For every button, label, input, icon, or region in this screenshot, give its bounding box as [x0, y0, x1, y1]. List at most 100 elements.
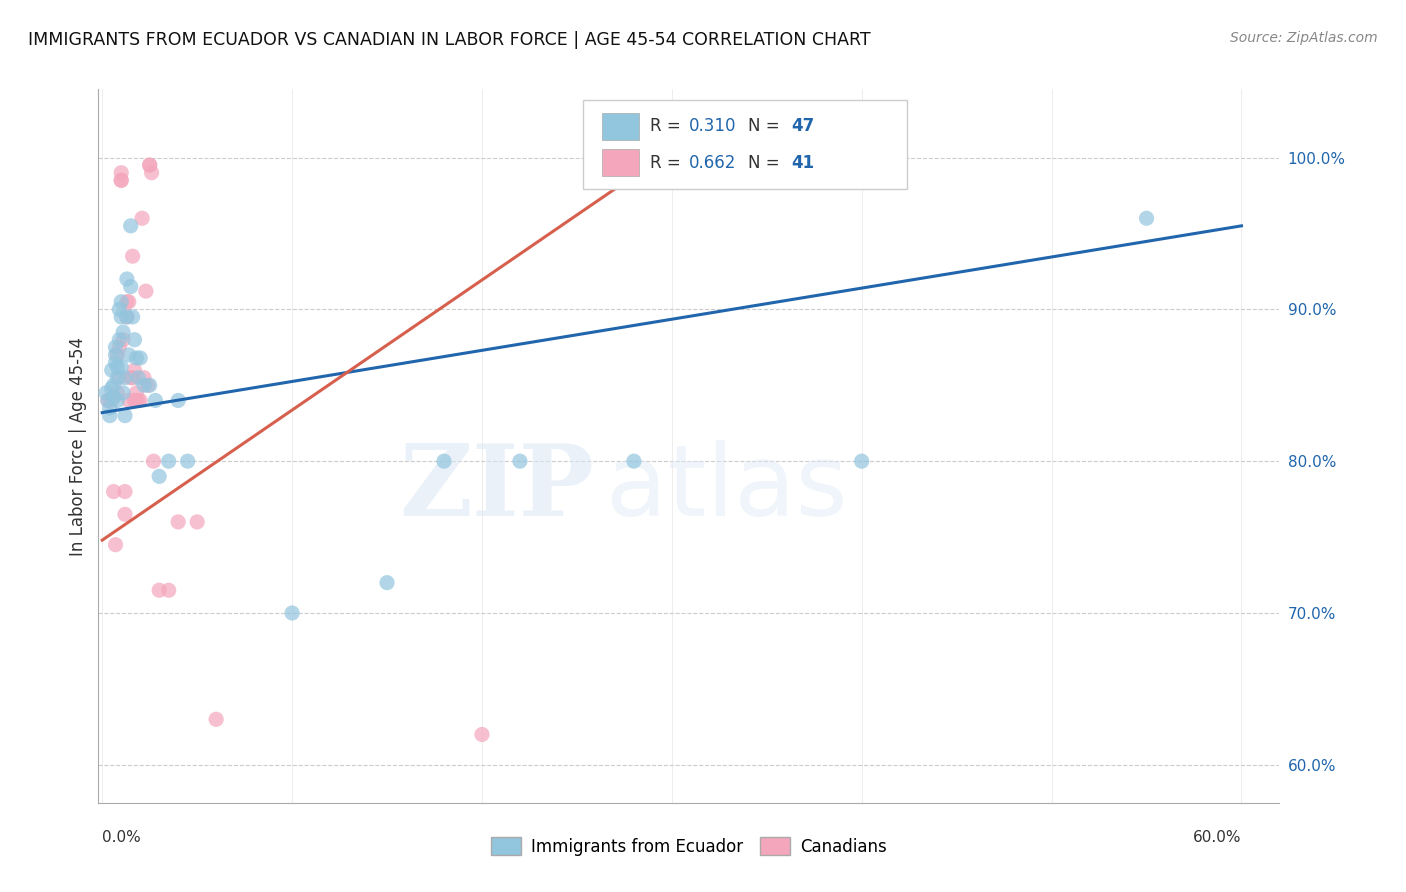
- Point: [97, 393, 120, 408]
- Point: [129, 351, 152, 365]
- Point: [121, 310, 143, 324]
- Point: [115, 310, 138, 324]
- Text: 0.662: 0.662: [689, 153, 737, 171]
- Point: [118, 294, 141, 309]
- Point: [100, 393, 122, 408]
- Point: [851, 454, 873, 468]
- Point: [124, 363, 146, 377]
- Point: [104, 355, 127, 369]
- Point: [115, 272, 138, 286]
- Point: [114, 484, 136, 499]
- Point: [108, 340, 131, 354]
- Point: [205, 712, 228, 726]
- Point: [114, 370, 136, 384]
- Point: [103, 378, 125, 392]
- Point: [148, 583, 170, 598]
- Point: [148, 469, 170, 483]
- Point: [127, 393, 149, 408]
- Point: [121, 370, 143, 384]
- Point: [124, 333, 146, 347]
- Point: [107, 393, 129, 408]
- Point: [136, 378, 159, 392]
- Text: 60.0%: 60.0%: [1192, 830, 1241, 845]
- Point: [176, 454, 198, 468]
- Point: [186, 515, 208, 529]
- Point: [281, 606, 304, 620]
- Point: [132, 370, 155, 384]
- FancyBboxPatch shape: [602, 113, 640, 140]
- Point: [121, 249, 143, 263]
- Point: [100, 363, 122, 377]
- Point: [118, 393, 141, 408]
- Point: [110, 173, 132, 187]
- Point: [110, 173, 132, 187]
- Point: [97, 393, 120, 408]
- Point: [104, 538, 127, 552]
- FancyBboxPatch shape: [582, 100, 907, 189]
- Point: [141, 166, 163, 180]
- Point: [98, 409, 121, 423]
- Point: [107, 370, 129, 384]
- Point: [120, 279, 142, 293]
- Point: [157, 454, 180, 468]
- Text: 0.310: 0.310: [689, 118, 737, 136]
- Text: 41: 41: [792, 153, 815, 171]
- Point: [110, 310, 132, 324]
- Point: [125, 385, 148, 400]
- Point: [125, 393, 148, 408]
- Point: [118, 348, 141, 362]
- Point: [138, 158, 160, 172]
- Point: [138, 378, 160, 392]
- Point: [103, 391, 125, 405]
- Point: [142, 454, 165, 468]
- Point: [104, 340, 127, 354]
- Point: [132, 378, 155, 392]
- Text: N =: N =: [748, 153, 785, 171]
- Point: [127, 370, 149, 384]
- FancyBboxPatch shape: [602, 149, 640, 176]
- Text: 47: 47: [792, 118, 815, 136]
- Point: [98, 401, 121, 415]
- Point: [107, 348, 129, 362]
- Point: [110, 166, 132, 180]
- Point: [129, 393, 152, 408]
- Point: [167, 515, 190, 529]
- Text: 0.0%: 0.0%: [103, 830, 141, 845]
- Point: [125, 351, 148, 365]
- Point: [124, 393, 146, 408]
- Point: [120, 219, 142, 233]
- Point: [433, 454, 456, 468]
- Point: [108, 302, 131, 317]
- Point: [103, 484, 125, 499]
- Point: [108, 370, 131, 384]
- Y-axis label: In Labor Force | Age 45-54: In Labor Force | Age 45-54: [69, 336, 87, 556]
- Point: [114, 409, 136, 423]
- Point: [104, 348, 127, 362]
- Point: [375, 575, 398, 590]
- Text: R =: R =: [650, 153, 686, 171]
- Point: [145, 393, 167, 408]
- Point: [115, 310, 138, 324]
- Text: ZIP: ZIP: [399, 441, 595, 537]
- Text: atlas: atlas: [606, 441, 848, 537]
- Text: N =: N =: [748, 118, 785, 136]
- Point: [114, 508, 136, 522]
- Point: [107, 385, 129, 400]
- Point: [94, 385, 117, 400]
- Text: Source: ZipAtlas.com: Source: ZipAtlas.com: [1230, 31, 1378, 45]
- Point: [108, 333, 131, 347]
- Point: [120, 370, 142, 384]
- Point: [138, 158, 160, 172]
- Point: [623, 454, 645, 468]
- Point: [112, 325, 135, 339]
- Point: [107, 359, 129, 374]
- Text: IMMIGRANTS FROM ECUADOR VS CANADIAN IN LABOR FORCE | AGE 45-54 CORRELATION CHART: IMMIGRANTS FROM ECUADOR VS CANADIAN IN L…: [28, 31, 870, 49]
- Point: [167, 393, 190, 408]
- Point: [110, 294, 132, 309]
- Point: [115, 294, 138, 309]
- Point: [110, 359, 132, 374]
- Point: [112, 333, 135, 347]
- Point: [1135, 211, 1157, 226]
- Point: [509, 454, 531, 468]
- Point: [157, 583, 180, 598]
